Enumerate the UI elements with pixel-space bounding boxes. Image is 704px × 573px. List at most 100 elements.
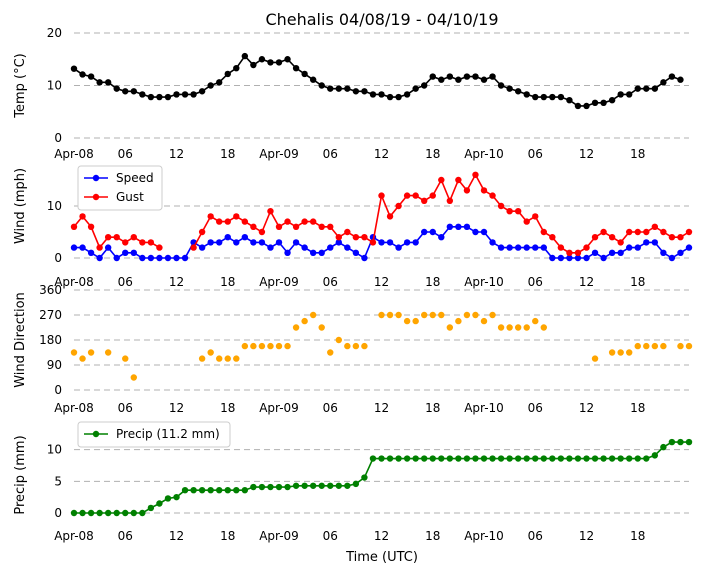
- data-point: [352, 88, 360, 95]
- data-point: [523, 244, 530, 251]
- data-point: [309, 218, 317, 225]
- data-point: [446, 223, 454, 230]
- x-tick-label: 18: [630, 529, 645, 543]
- data-point: [634, 342, 641, 350]
- data-point: [685, 342, 693, 350]
- series-temp: [70, 52, 684, 110]
- data-point: [395, 244, 402, 251]
- data-point: [608, 455, 616, 462]
- data-point: [250, 61, 257, 69]
- data-point: [438, 176, 445, 184]
- data-point: [224, 487, 231, 494]
- data-point: [70, 65, 78, 72]
- data-point: [284, 56, 291, 63]
- data-point: [506, 324, 513, 331]
- y-tick-label: 10: [47, 443, 62, 457]
- y-axis-label: Precip (mm): [13, 435, 28, 514]
- legend-box: [77, 421, 231, 448]
- data-point: [395, 311, 402, 319]
- data-point: [113, 509, 120, 517]
- x-tick-label: 18: [220, 147, 235, 161]
- data-point: [275, 239, 283, 246]
- data-point: [87, 509, 95, 517]
- data-point: [122, 88, 129, 95]
- data-point: [284, 218, 291, 225]
- data-point: [122, 509, 129, 517]
- data-point: [626, 455, 633, 462]
- data-point: [378, 91, 385, 98]
- data-point: [438, 311, 445, 319]
- data-point: [438, 234, 445, 241]
- data-point: [438, 76, 445, 83]
- data-point: [514, 244, 522, 251]
- y-tick-label: 0: [54, 251, 62, 265]
- data-point: [583, 244, 590, 251]
- x-tick-label: 12: [579, 275, 594, 289]
- data-point: [660, 249, 667, 256]
- x-tick-label: Apr-10: [464, 147, 504, 161]
- data-point: [497, 455, 505, 462]
- data-point: [403, 239, 411, 246]
- data-point: [429, 228, 436, 236]
- x-tick-label: 18: [630, 401, 645, 415]
- data-point: [267, 244, 274, 251]
- data-point: [190, 91, 197, 98]
- x-tick-label: Apr-09: [259, 401, 299, 415]
- data-point: [164, 495, 172, 502]
- data-point: [429, 311, 436, 319]
- data-point: [403, 317, 411, 325]
- data-point: [634, 228, 641, 236]
- legend-label: Speed: [116, 171, 154, 185]
- data-point: [677, 76, 684, 83]
- data-point: [514, 324, 522, 331]
- data-point: [173, 493, 180, 501]
- x-tick-label: 18: [425, 147, 440, 161]
- data-point: [386, 213, 394, 220]
- data-point: [583, 254, 590, 262]
- y-tick-label: 90: [47, 358, 62, 372]
- data-point: [361, 88, 368, 95]
- data-point: [130, 249, 137, 256]
- data-point: [617, 249, 624, 256]
- data-point: [181, 487, 189, 494]
- data-point: [455, 223, 462, 230]
- data-point: [164, 254, 172, 262]
- data-point: [506, 455, 513, 462]
- series-line: [73, 54, 681, 107]
- x-axis-label: Time (UTC): [345, 550, 418, 565]
- data-point: [207, 213, 214, 220]
- data-point: [130, 374, 137, 381]
- data-point: [275, 223, 283, 230]
- data-point: [181, 91, 189, 98]
- data-point: [258, 342, 266, 350]
- data-point: [463, 73, 471, 80]
- y-axis-label: Wind Direction: [13, 292, 28, 388]
- data-point: [386, 311, 394, 319]
- data-point: [557, 244, 565, 251]
- data-point: [643, 85, 650, 92]
- data-point: [207, 349, 214, 356]
- data-point: [292, 324, 300, 331]
- data-point: [190, 487, 197, 494]
- data-point: [446, 455, 454, 462]
- data-point: [96, 79, 103, 86]
- data-point: [395, 93, 402, 101]
- data-point: [224, 70, 231, 78]
- data-point: [233, 487, 240, 494]
- data-point: [643, 239, 650, 246]
- data-point: [173, 254, 180, 262]
- data-point: [267, 342, 274, 350]
- x-tick-label: 18: [630, 275, 645, 289]
- data-point: [122, 239, 129, 246]
- data-point: [147, 93, 155, 101]
- data-point: [668, 438, 676, 446]
- x-tick-label: 12: [579, 529, 594, 543]
- data-point: [403, 192, 411, 199]
- data-point: [378, 239, 385, 246]
- data-point: [651, 85, 659, 92]
- data-point: [403, 91, 411, 98]
- x-tick-label: 18: [425, 401, 440, 415]
- x-tick-label: 06: [323, 401, 338, 415]
- data-point: [600, 254, 607, 262]
- x-tick-label: Apr-09: [259, 275, 299, 289]
